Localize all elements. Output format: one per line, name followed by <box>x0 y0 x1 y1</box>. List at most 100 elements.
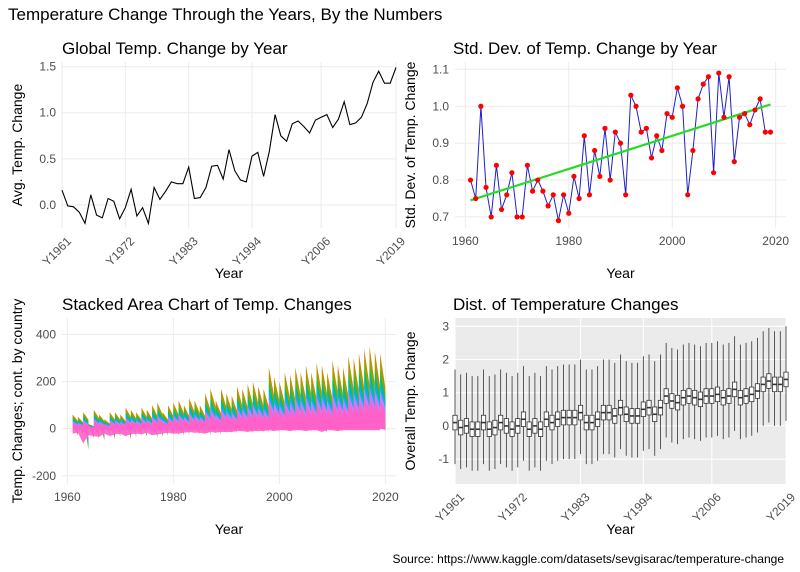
std-dev-line <box>470 73 771 221</box>
panel-2: Std. Dev. of Temp. Change by Year Year Std… <box>402 39 789 281</box>
data-point <box>602 125 608 131</box>
panel-title: Std. Dev. of Temp. Change by Year <box>453 39 717 58</box>
box-1968 <box>492 374 498 470</box>
data-point <box>597 173 603 179</box>
box-1962 <box>458 374 464 470</box>
box-1989 <box>612 362 618 458</box>
box-2002 <box>686 342 692 438</box>
y-tick-label: 0.8 <box>432 173 449 187</box>
y-tick-label: 3 <box>442 319 449 333</box>
y-tick-label: 0.9 <box>432 136 449 150</box>
data-point <box>607 177 613 183</box>
data-point <box>576 195 582 202</box>
box-2004 <box>697 346 703 441</box>
data-point <box>623 192 629 198</box>
box-1979 <box>555 366 561 461</box>
x-tick-label: Y2006 <box>689 490 724 525</box>
x-tick-label: Y1961 <box>40 234 75 269</box>
data-point <box>695 96 701 102</box>
x-tick-label: Y1994 <box>230 234 265 269</box>
data-point <box>638 129 644 135</box>
data-point <box>736 114 743 120</box>
box-1965 <box>475 376 481 471</box>
box-2005 <box>703 342 709 438</box>
box-2015 <box>760 331 766 426</box>
x-tick-label: 1980 <box>160 490 187 504</box>
data-point <box>628 92 634 98</box>
box-1963 <box>463 372 469 468</box>
data-point <box>514 214 520 220</box>
box-1981 <box>566 364 572 460</box>
panel-title: Dist. of Temperature Changes <box>453 295 679 314</box>
data-point <box>669 114 675 120</box>
data-point <box>710 170 717 176</box>
data-point <box>504 192 510 198</box>
data-point <box>529 188 536 194</box>
data-point <box>679 103 686 109</box>
data-point <box>519 214 525 220</box>
x-axis-label: Year <box>215 265 244 281</box>
panel-1: Global Temp. Change by Year Year Avg. Temp… <box>9 39 408 281</box>
y-tick-label: 0.5 <box>39 152 56 166</box>
box-2016 <box>766 327 772 423</box>
y-tick-label: -200 <box>32 469 56 483</box>
data-point <box>483 184 489 191</box>
data-point <box>555 218 562 224</box>
y-axis-label: Std. Dev. of Temp. Change <box>402 61 418 228</box>
y-axis-label: Avg. Temp. Change <box>9 84 25 207</box>
box-2019 <box>783 326 789 421</box>
data-point <box>478 103 484 109</box>
data-point <box>612 129 618 135</box>
box-1990 <box>617 354 624 450</box>
data-point <box>757 96 763 102</box>
y-tick-label: 200 <box>36 375 56 389</box>
data-point <box>674 85 680 91</box>
box-1973 <box>520 366 527 461</box>
data-point <box>654 133 660 139</box>
x-tick-label: 2000 <box>659 234 686 248</box>
data-point <box>498 206 505 213</box>
box-1971 <box>509 376 515 471</box>
x-tick-label: Y1983 <box>558 490 593 525</box>
data-point <box>488 214 494 220</box>
data-point <box>752 107 758 113</box>
y-tick-label: 1.5 <box>39 60 56 74</box>
y-tick-label: 0 <box>49 422 56 436</box>
data-point <box>524 162 531 168</box>
box-1964 <box>469 376 475 471</box>
data-point <box>742 111 748 117</box>
data-point <box>509 170 515 176</box>
box-2001 <box>680 344 686 440</box>
box-1993 <box>635 362 641 458</box>
box-1985 <box>589 369 595 465</box>
data-point <box>762 129 768 135</box>
data-point <box>561 192 567 198</box>
data-point <box>721 114 727 120</box>
data-point <box>545 203 551 209</box>
data-point <box>535 177 541 183</box>
box-1966 <box>480 369 487 465</box>
box-1970 <box>503 372 509 468</box>
box-1983 <box>578 359 584 455</box>
data-point <box>700 81 706 87</box>
box-1980 <box>560 364 566 460</box>
x-tick-label: 1960 <box>452 234 479 248</box>
panel-3: Stacked Area Chart of Temp. Changes Year T… <box>9 295 399 537</box>
x-tick-label: 2020 <box>762 234 789 248</box>
box-2000 <box>675 349 681 445</box>
x-tick-label: 2000 <box>266 490 293 504</box>
data-point <box>592 147 598 154</box>
data-point <box>617 140 624 146</box>
box-1987 <box>600 359 606 455</box>
box-2018 <box>777 331 783 426</box>
box-1998 <box>663 342 669 438</box>
box-1976 <box>538 376 544 471</box>
area-bottom-layer <box>72 428 381 444</box>
x-tick-label: Y2006 <box>299 234 334 269</box>
x-tick-label: Y1972 <box>103 234 138 269</box>
x-tick-label: Y2019 <box>764 490 799 525</box>
box-1961 <box>452 369 458 465</box>
data-point <box>731 159 737 165</box>
x-axis-label: Year <box>606 521 635 537</box>
data-point <box>659 147 665 154</box>
